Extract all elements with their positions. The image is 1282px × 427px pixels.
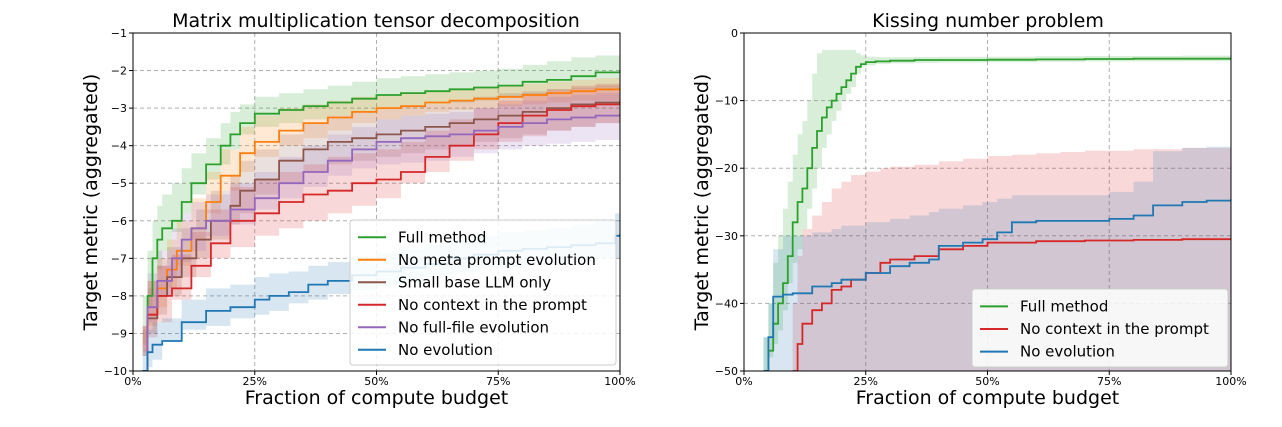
x-axis-label: Fraction of compute budget <box>856 387 1119 409</box>
x-axis-label: Fraction of compute budget <box>245 387 508 409</box>
legend-label-no-context-in-the-prompt: No context in the prompt <box>398 296 587 314</box>
y-axis-label: Target metric (aggregated) <box>691 74 713 332</box>
y-tick-label: −8 <box>111 290 127 303</box>
y-tick-label: −7 <box>111 252 127 265</box>
matrix-multiplication-chart: 0% 25% 50% 75% 100% −10 −9 −8 −7 −6 −5 −4 −3 −2 −1 Matr… <box>80 10 636 409</box>
series-line-no-context-in-the-prompt <box>792 238 1231 371</box>
legend-label-small-base-llm-only: Small base LLM only <box>398 273 551 291</box>
y-tick-label: −3 <box>111 102 127 115</box>
x-tick-label: 50% <box>364 375 388 388</box>
legend-label-no-evolution: No evolution <box>398 341 493 359</box>
legend-label-no-evolution: No evolution <box>1020 343 1115 361</box>
legend-label-no-context-in-the-prompt: No context in the prompt <box>1020 320 1209 338</box>
series-line-no-meta-prompt-evolution <box>142 88 620 371</box>
y-tick-label: 0 <box>731 27 738 40</box>
chart-title: Matrix multiplication tensor decompositi… <box>172 10 580 32</box>
x-tick-label: 50% <box>975 375 999 388</box>
y-tick-label: −20 <box>715 162 738 175</box>
series-line-full-method <box>142 70 620 371</box>
y-tick-label: −30 <box>715 230 738 243</box>
y-tick-label: −1 <box>111 27 127 40</box>
x-tick-label: 100% <box>1215 375 1246 388</box>
band-small-base-llm-only <box>142 85 620 371</box>
x-tick-label: 75% <box>486 375 510 388</box>
x-tick-label: 0% <box>735 375 752 388</box>
y-tick-label: −5 <box>111 177 127 190</box>
x-tick-label: 25% <box>243 375 267 388</box>
legend: Full method No context in the prompt No ev… <box>971 288 1229 368</box>
y-tick-label: −9 <box>111 327 127 340</box>
band-no-context-in-the-prompt <box>142 81 620 371</box>
y-tick-label: −10 <box>104 365 127 378</box>
series-line-no-full-file-evolution <box>142 113 620 371</box>
y-tick-label: −4 <box>111 140 127 153</box>
legend-label-full-method: Full method <box>1020 297 1108 315</box>
y-tick-label: −40 <box>715 297 738 310</box>
legend-box <box>349 219 617 366</box>
series-line-no-evolution <box>763 199 1231 371</box>
band-full-method <box>142 55 620 371</box>
series-line-full-method <box>763 57 1231 371</box>
y-tick-label: −50 <box>715 365 738 378</box>
chart-title: Kissing number problem <box>872 10 1104 32</box>
x-tick-label: 100% <box>604 375 635 388</box>
x-tick-label: 0% <box>124 375 141 388</box>
legend: Full method No meta prompt evolution Small… <box>349 219 617 366</box>
band-no-meta-prompt-evolution <box>142 78 620 371</box>
legend-label-no-full-file-evolution: No full-file evolution <box>398 318 549 336</box>
x-tick-label: 25% <box>854 375 878 388</box>
kissing-number-chart: 0% 25% 50% 75% 100% −50 −40 −30 −20 −10 0 Kissing n… <box>691 10 1247 409</box>
band-no-full-file-evolution <box>142 91 620 371</box>
y-tick-label: −10 <box>715 95 738 108</box>
y-tick-label: −6 <box>111 215 127 228</box>
legend-label-no-meta-prompt-evolution: No meta prompt evolution <box>398 251 596 269</box>
x-tick-label: 75% <box>1097 375 1121 388</box>
legend-box <box>971 288 1229 368</box>
y-axis-label: Target metric (aggregated) <box>80 74 102 332</box>
y-tick-label: −2 <box>111 65 127 78</box>
series-line-no-context-in-the-prompt <box>142 102 620 371</box>
legend-label-full-method: Full method <box>398 228 486 246</box>
